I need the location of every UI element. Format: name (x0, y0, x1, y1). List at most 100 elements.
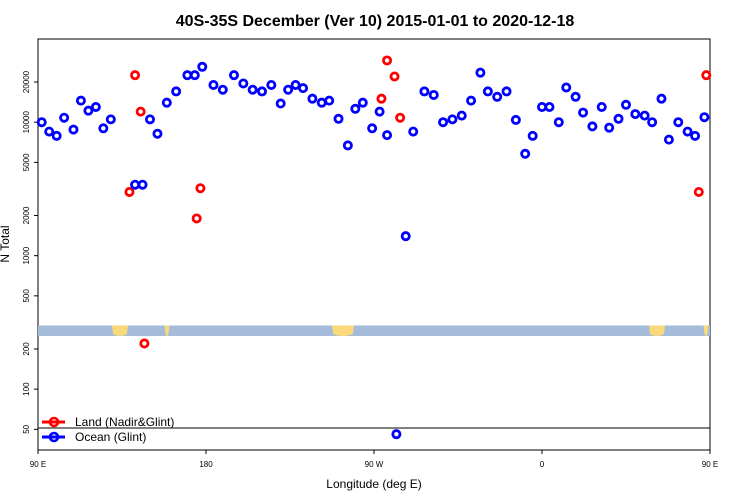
map-band-land (164, 325, 170, 337)
ocean-point (189, 70, 200, 81)
ocean-point (561, 82, 572, 93)
ocean-point (238, 78, 249, 89)
ocean-point (68, 124, 79, 135)
ocean-point (647, 117, 658, 128)
ocean-point (137, 179, 148, 190)
ocean-point (298, 83, 309, 94)
y-tick-label: 1000 (22, 246, 31, 264)
ocean-point (438, 117, 449, 128)
ocean-point (501, 86, 512, 97)
ocean-point (447, 114, 458, 125)
ocean-point (621, 99, 632, 110)
ocean-point (466, 95, 477, 106)
ocean-point (275, 98, 286, 109)
x-axis: 90 E 180 90 W 0 90 E (30, 450, 718, 469)
ocean-point (520, 148, 531, 159)
y-axis: 50 100 200 500 1000 2000 5000 10000 20000 (22, 70, 38, 434)
ocean-point (492, 91, 503, 102)
ocean-point (456, 110, 467, 121)
ocean-point (604, 122, 615, 133)
land-point (382, 55, 393, 66)
legend-land-label: Land (Nadir&Glint) (75, 415, 174, 429)
ocean-point (324, 95, 335, 106)
y-tick-label: 500 (22, 289, 31, 303)
map-band (38, 325, 710, 337)
ocean-point (663, 134, 674, 145)
x-tick-label: 90 E (702, 460, 718, 469)
ocean-point (256, 86, 267, 97)
ocean-point (171, 86, 182, 97)
land-point (395, 112, 406, 123)
ocean-point (408, 126, 419, 137)
ocean-point (553, 117, 564, 128)
ocean-point (342, 140, 353, 151)
map-band-land (332, 325, 354, 337)
ocean-point (266, 79, 277, 90)
ocean-point (613, 113, 624, 124)
ocean-point (699, 112, 710, 123)
land-point (130, 70, 141, 81)
y-axis-label: N Total (0, 225, 12, 262)
ocean-point (161, 97, 172, 108)
ocean-point (673, 117, 684, 128)
ocean-point (90, 101, 101, 112)
ocean-point (44, 126, 55, 137)
ocean-point (656, 93, 667, 104)
y-tick-label: 200 (22, 342, 31, 356)
map-band-land (703, 325, 709, 337)
land-point (124, 186, 135, 197)
legend-ocean-marker (48, 431, 60, 443)
ocean-point (228, 70, 239, 81)
ocean-point (527, 130, 538, 141)
ocean-point (105, 114, 116, 125)
ocean-point (400, 231, 411, 242)
y-tick-label: 5000 (22, 153, 31, 171)
map-band-ocean (38, 325, 710, 337)
ocean-point (578, 107, 589, 118)
data-points (36, 55, 712, 440)
legend: Land (Nadir&Glint) Ocean (Glint) (38, 415, 710, 444)
chart-title: 40S-35S December (Ver 10) 2015-01-01 to … (176, 13, 575, 30)
ocean-point (570, 91, 581, 102)
x-tick-label: 0 (540, 460, 545, 469)
legend-land-marker (48, 416, 60, 428)
ocean-point (475, 67, 486, 78)
ocean-point (596, 101, 607, 112)
ocean-point (59, 112, 70, 123)
ocean-point (419, 86, 430, 97)
ocean-point (357, 97, 368, 108)
ocean-point (208, 79, 219, 90)
x-tick-label: 90 W (365, 460, 384, 469)
ocean-point (51, 130, 62, 141)
land-point (389, 71, 400, 82)
land-point (693, 186, 704, 197)
x-tick-label: 180 (199, 460, 213, 469)
ocean-point (247, 84, 258, 95)
ocean-point (510, 114, 521, 125)
legend-ocean-label: Ocean (Glint) (75, 430, 146, 444)
y-tick-label: 10000 (22, 111, 31, 134)
ocean-point (382, 130, 393, 141)
land-point (195, 183, 206, 194)
plot-frame (37, 38, 711, 451)
ocean-point (307, 93, 318, 104)
x-tick-label: 90 E (30, 460, 46, 469)
y-tick-label: 100 (22, 382, 31, 396)
ocean-point (690, 130, 701, 141)
land-point (135, 106, 146, 117)
ocean-point (144, 114, 155, 125)
ocean-point (75, 95, 86, 106)
ocean-point (630, 109, 641, 120)
ocean-point (374, 106, 385, 117)
ocean-point (482, 86, 493, 97)
ocean-point (152, 128, 163, 139)
ocean-point (682, 126, 693, 137)
ocean-point (350, 103, 361, 114)
ocean-point (197, 61, 208, 72)
y-tick-label: 50 (22, 424, 31, 433)
map-band-land (649, 325, 665, 337)
ocean-point (283, 84, 294, 95)
y-tick-label: 2000 (22, 206, 31, 224)
land-point (701, 70, 712, 81)
